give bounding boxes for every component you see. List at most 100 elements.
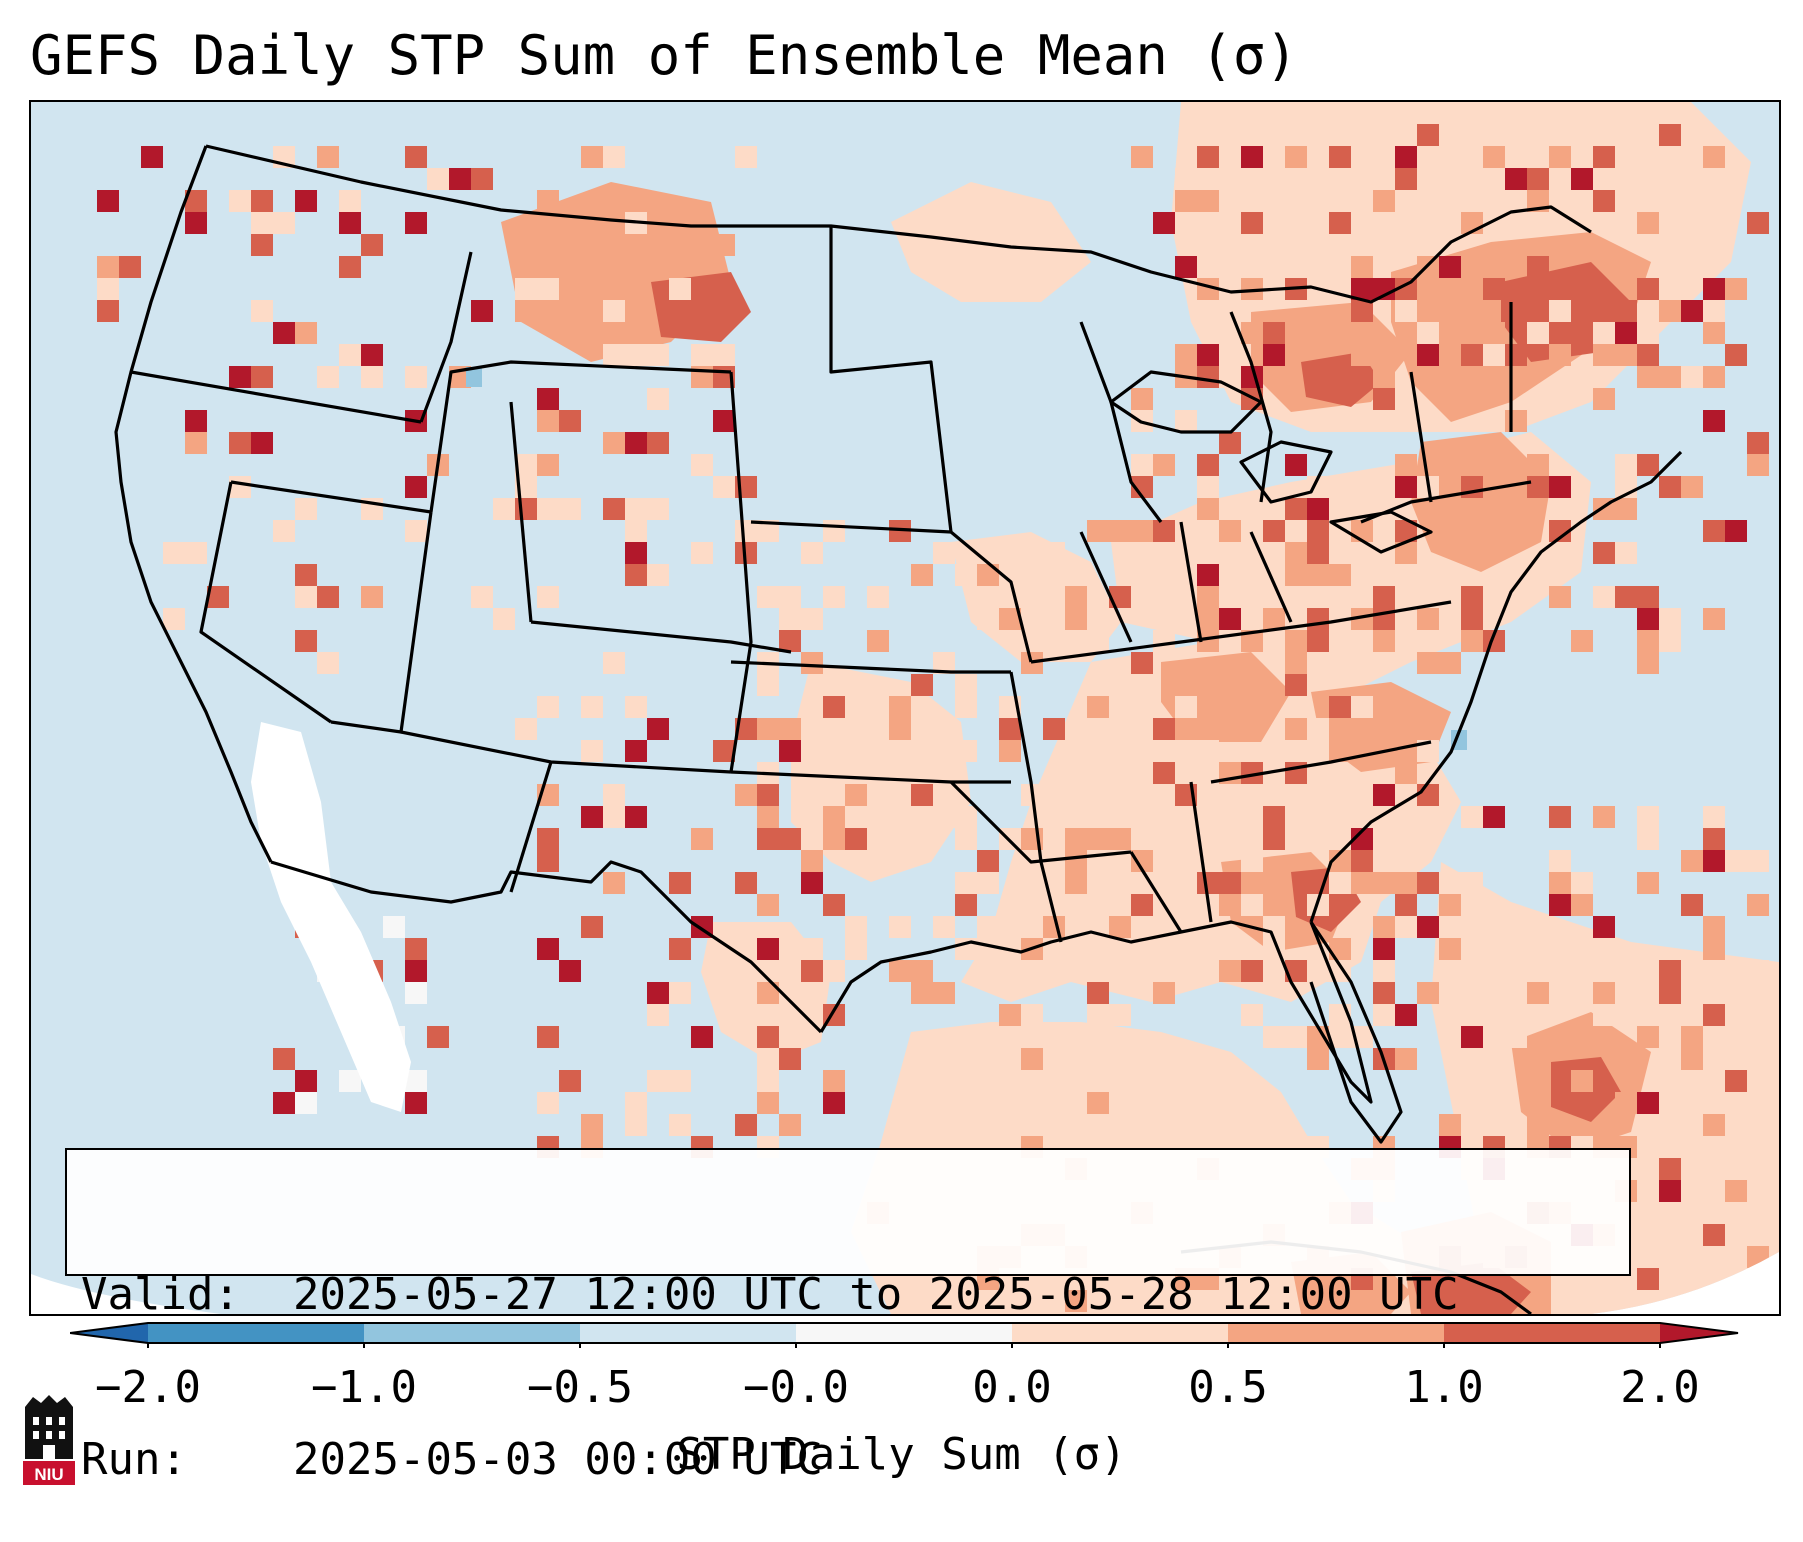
- stp-grid-cell: [823, 960, 845, 982]
- state-and-country-borders: [114, 144, 1683, 1314]
- stp-grid-cell: [1087, 1092, 1109, 1114]
- stp-grid-cell: [801, 762, 823, 784]
- stp-grid-cell: [361, 344, 383, 366]
- stp-grid-cell: [845, 938, 867, 960]
- stp-grid-cell: [1043, 1026, 1065, 1048]
- stp-grid-cell: [955, 740, 977, 762]
- stp-grid-cell: [1549, 806, 1571, 828]
- stp-grid-cell: [1219, 608, 1241, 630]
- stp-grid-cell: [757, 674, 779, 696]
- stp-grid-cell: [647, 718, 669, 740]
- stp-grid-cell: [471, 168, 493, 190]
- stp-grid-cell: [625, 278, 647, 300]
- stp-grid-cell: [1659, 124, 1681, 146]
- stp-grid-cell: [999, 718, 1021, 740]
- stp-grid-cell: [295, 630, 317, 652]
- stp-grid-cell: [1593, 344, 1615, 366]
- stp-grid-cell: [713, 982, 735, 1004]
- stp-grid-cell: [537, 938, 559, 960]
- stp-grid-cell: [1703, 278, 1725, 300]
- stp-grid-cell: [1659, 366, 1681, 388]
- stp-grid-cell: [1549, 520, 1571, 542]
- stp-grid-cell: [823, 696, 845, 718]
- stp-grid-cell: [251, 432, 273, 454]
- stp-grid-cell: [1021, 1004, 1043, 1026]
- stp-grid-cell: [1395, 190, 1417, 212]
- stp-grid-cell: [185, 432, 207, 454]
- stp-grid-cell: [823, 828, 845, 850]
- stp-grid-cell: [1131, 146, 1153, 168]
- stp-grid-cell: [1087, 1004, 1109, 1026]
- stp-grid-cell: [1637, 586, 1659, 608]
- stp-grid-cell: [691, 1026, 713, 1048]
- stp-grid-cell: [273, 520, 295, 542]
- stp-grid-cell: [713, 476, 735, 498]
- stp-grid-cell: [537, 278, 559, 300]
- stp-grid-cell: [1109, 520, 1131, 542]
- stp-grid-cell: [1131, 784, 1153, 806]
- stp-grid-cell: [1329, 190, 1351, 212]
- stp-grid-cell: [911, 784, 933, 806]
- stp-grid-cell: [1527, 168, 1549, 190]
- stp-grid-cell: [823, 762, 845, 784]
- stp-grid-cell: [537, 828, 559, 850]
- stp-grid-cell: [977, 564, 999, 586]
- stp-grid-cell: [1087, 520, 1109, 542]
- colorbar-bin-neg1-neg05: [364, 1323, 580, 1343]
- stp-grid-cell: [735, 146, 757, 168]
- stp-grid-cell: [185, 212, 207, 234]
- stp-grid-cell: [1395, 1048, 1417, 1070]
- stp-grid-cell: [1527, 454, 1549, 476]
- stp-grid-cell: [163, 608, 185, 630]
- stp-grid-cell: [493, 608, 515, 630]
- stp-grid-cell: [757, 1026, 779, 1048]
- stp-grid-cell: [1593, 190, 1615, 212]
- stp-grid-cell: [1593, 1004, 1615, 1026]
- stp-grid-cell: [515, 300, 537, 322]
- stp-grid-cell: [207, 586, 229, 608]
- logo-text: NIU: [34, 1465, 63, 1484]
- stp-grid-cell: [1219, 212, 1241, 234]
- run-value: 2025-05-03 00:00 UTC: [293, 1434, 823, 1485]
- stp-grid-cell: [823, 1070, 845, 1092]
- stp-grid-cell: [735, 784, 757, 806]
- valid-row: Valid: 2025-05-27 12:00 UTC to 2025-05-28…: [81, 1267, 1629, 1322]
- stp-grid-cell: [427, 1026, 449, 1048]
- stp-grid-cell: [1307, 366, 1329, 388]
- stp-grid-cell: [1681, 1026, 1703, 1048]
- stp-grid-cell: [1461, 630, 1483, 652]
- stp-grid-cell: [1615, 1092, 1637, 1114]
- stp-grid-cell: [1395, 454, 1417, 476]
- stp-grid-cell: [603, 652, 625, 674]
- stp-grid-cell: [603, 300, 625, 322]
- stp-grid-cell: [1703, 366, 1725, 388]
- stp-grid-cell: [1417, 608, 1439, 630]
- stp-grid-cell: [559, 498, 581, 520]
- stp-grid-cell: [1549, 476, 1571, 498]
- stp-grid-cell: [1065, 850, 1087, 872]
- stp-grid-cell: [559, 410, 581, 432]
- stp-grid-cell: [471, 586, 493, 608]
- stp-grid-cell: [1241, 828, 1263, 850]
- stp-grid-cell: [1439, 872, 1461, 894]
- stp-grid-cell: [1285, 498, 1307, 520]
- stp-grid-cell: [1241, 146, 1263, 168]
- colorbar: [70, 1322, 1739, 1348]
- stp-grid-cell: [1307, 564, 1329, 586]
- stp-grid-cell: [867, 586, 889, 608]
- stp-grid-cell: [1461, 608, 1483, 630]
- stp-grid-cell: [1285, 564, 1307, 586]
- stp-grid-cell: [1439, 1114, 1461, 1136]
- stp-grid-cell: [669, 1070, 691, 1092]
- stp-grid-cell: [1659, 630, 1681, 652]
- stp-grid-cell: [1659, 960, 1681, 982]
- stp-grid-cell: [1703, 1092, 1725, 1114]
- stp-grid-cell: [1263, 344, 1285, 366]
- stp-grid-cell: [1373, 960, 1395, 982]
- medium-region-new-york: [1411, 432, 1551, 572]
- stp-grid-cell: [1307, 542, 1329, 564]
- stp-grid-cell: [1725, 520, 1747, 542]
- stp-grid-cell: [1307, 1048, 1329, 1070]
- stp-grid-cell: [867, 630, 889, 652]
- stp-grid-cell: [911, 960, 933, 982]
